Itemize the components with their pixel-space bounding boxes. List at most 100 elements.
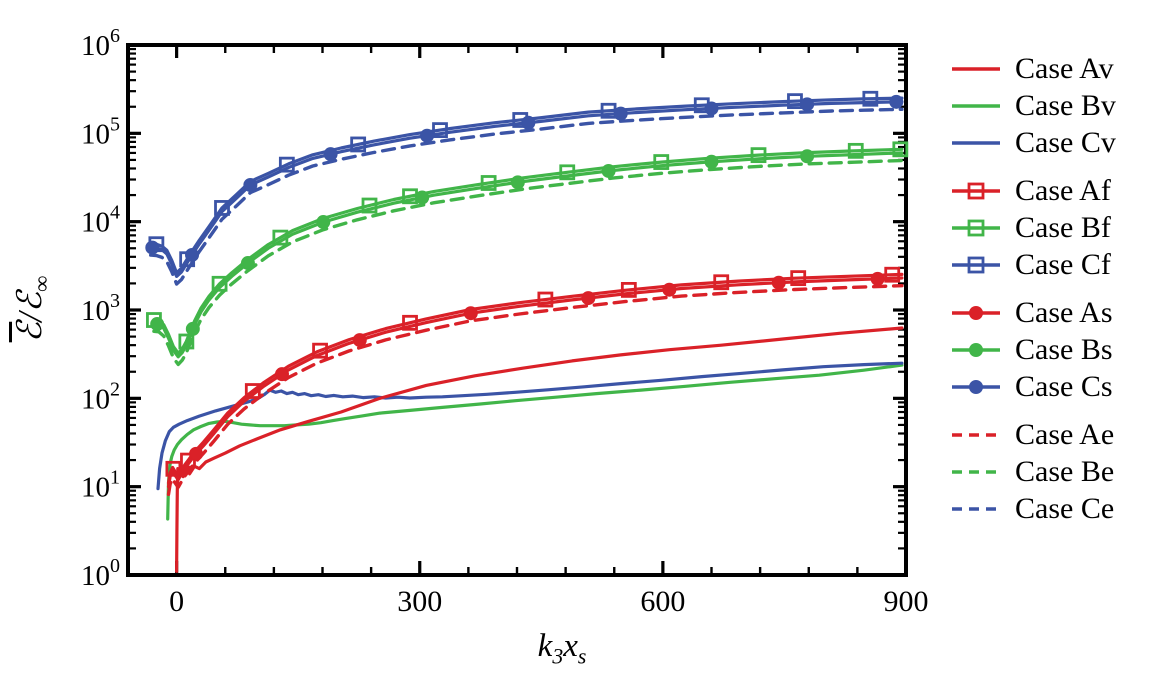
- series-case-av-line: [175, 326, 904, 573]
- marker-circle-bs: [415, 190, 430, 205]
- legend-item-bv: Case Bv: [950, 87, 1116, 124]
- marker-circle-cs: [420, 128, 435, 143]
- x-label-var2: x: [563, 628, 578, 664]
- marker-circle-as: [662, 282, 677, 297]
- y-tick-label: 106: [81, 25, 120, 62]
- marker-circle-cs: [889, 94, 904, 109]
- marker-circle-as: [581, 291, 596, 306]
- legend-item-af: Case Af: [950, 172, 1116, 209]
- marker-square-bf: [892, 141, 909, 158]
- y-tick-label: 104: [81, 202, 120, 239]
- marker-circle-bs: [316, 215, 331, 230]
- marker-circle-bs: [704, 154, 719, 169]
- series-case-ae-line: [166, 284, 904, 496]
- series-case-ce-line: [149, 107, 904, 286]
- legend-item-ce: Case Ce: [950, 490, 1116, 527]
- series-case-bf-line: [152, 147, 904, 355]
- marker-square-af: [402, 314, 418, 331]
- marker-square-bf: [847, 142, 864, 159]
- marker-circle-bs: [150, 317, 165, 332]
- marker-circle-cs: [243, 178, 258, 193]
- marker-circle-cs: [323, 147, 338, 162]
- marker-circle-as: [771, 275, 786, 290]
- legend-label: Case Ce: [1015, 491, 1115, 525]
- legend-symbol-dash: [952, 506, 1000, 511]
- marker-square-af: [537, 291, 554, 308]
- marker-circle-as: [189, 446, 204, 461]
- legend-group: Case As Case Bs Case Cs: [950, 294, 1116, 405]
- marker-square-af: [620, 281, 637, 298]
- marker-square-bf: [361, 197, 378, 214]
- legend-item-av: Case Av: [950, 50, 1116, 87]
- marker-circle-as: [352, 333, 367, 348]
- legend-symbol-dash: [952, 432, 1000, 437]
- legend-symbol-line: [952, 103, 1000, 108]
- legend-symbol-line: [952, 66, 1000, 71]
- marker-square-bf: [750, 147, 767, 164]
- marker-square-cf: [862, 90, 879, 107]
- legend-item-cf: Case Cf: [950, 246, 1116, 283]
- marker-circle-bs: [601, 163, 616, 178]
- legend-label: Case Af: [1015, 173, 1111, 207]
- legend-open-square-icon: [967, 256, 985, 273]
- legend-group: Case Av Case Bv Case Cv: [950, 50, 1116, 161]
- legend-item-ae: Case Ae: [950, 416, 1116, 453]
- legend-filled-circle-icon: [969, 305, 983, 320]
- legend-symbol-square: [952, 219, 1000, 236]
- legend-label: Case Ae: [1015, 417, 1115, 451]
- legend-group: Case Ae Case Be Case Ce: [950, 416, 1116, 527]
- y-tick-label: 100: [81, 555, 120, 592]
- legend-item-cs: Case Cs: [950, 368, 1116, 405]
- marker-circle-cs: [800, 97, 815, 112]
- y-label-slash: /: [12, 312, 49, 322]
- marker-square-af: [713, 274, 730, 291]
- y-tick-label: 105: [81, 113, 120, 150]
- marker-circle-bs: [240, 256, 255, 271]
- legend-label: Case Bs: [1015, 332, 1113, 366]
- marker-circle-as: [274, 367, 289, 382]
- marker-square-bf: [559, 164, 576, 181]
- y-label-denominator: ℰ: [12, 291, 49, 313]
- series-case-bs-line: [152, 151, 904, 359]
- marker-circle-cs: [613, 106, 628, 121]
- legend-label: Case Bf: [1015, 210, 1111, 244]
- legend-symbol-square: [952, 256, 1000, 273]
- marker-square-bf: [653, 154, 670, 170]
- legend: Case Av Case Bv Case Cv Case Af Case Bf Case …: [950, 50, 1116, 538]
- legend-item-as: Case As: [950, 294, 1116, 331]
- legend-open-square-icon: [967, 219, 985, 236]
- legend-label: Case Av: [1015, 51, 1114, 85]
- marker-circle-cs: [185, 247, 200, 262]
- legend-label: Case As: [1015, 295, 1113, 329]
- legend-label: Case Be: [1015, 454, 1115, 488]
- x-tick-label: 300: [397, 585, 442, 618]
- marker-square-bf: [480, 175, 497, 191]
- legend-filled-circle-icon: [969, 379, 983, 394]
- legend-label: Case Cs: [1015, 369, 1113, 403]
- x-tick-label: 900: [884, 585, 929, 618]
- marker-circle-as: [870, 271, 885, 286]
- marker-circle-bs: [800, 149, 815, 164]
- marker-circle-bs: [510, 175, 525, 190]
- marker-square-bf: [211, 275, 228, 292]
- marker-square-cf: [350, 136, 367, 153]
- legend-group: Case Af Case Bf Case Cf: [950, 172, 1116, 283]
- x-tick-label: 600: [640, 585, 685, 618]
- legend-symbol-circle: [952, 342, 1000, 357]
- legend-item-bf: Case Bf: [950, 209, 1116, 246]
- y-tick-label: 101: [81, 467, 120, 504]
- marker-square-cf: [432, 122, 448, 139]
- x-label-var1: k: [537, 628, 553, 664]
- series-case-be-line: [152, 158, 904, 367]
- y-tick-label: 102: [81, 378, 120, 415]
- y-tick-label: 103: [81, 290, 120, 327]
- y-label-subscript: ∞: [28, 275, 54, 292]
- marker-circle-cs: [145, 240, 160, 255]
- legend-label: Case Bv: [1015, 88, 1116, 122]
- y-label-numerator: ℰ: [12, 321, 49, 343]
- y-axis-label: ℰ/ℰ∞: [8, 214, 54, 404]
- legend-item-cv: Case Cv: [950, 124, 1116, 161]
- x-tick-label: 0: [169, 585, 184, 618]
- marker-circle-bs: [185, 321, 200, 336]
